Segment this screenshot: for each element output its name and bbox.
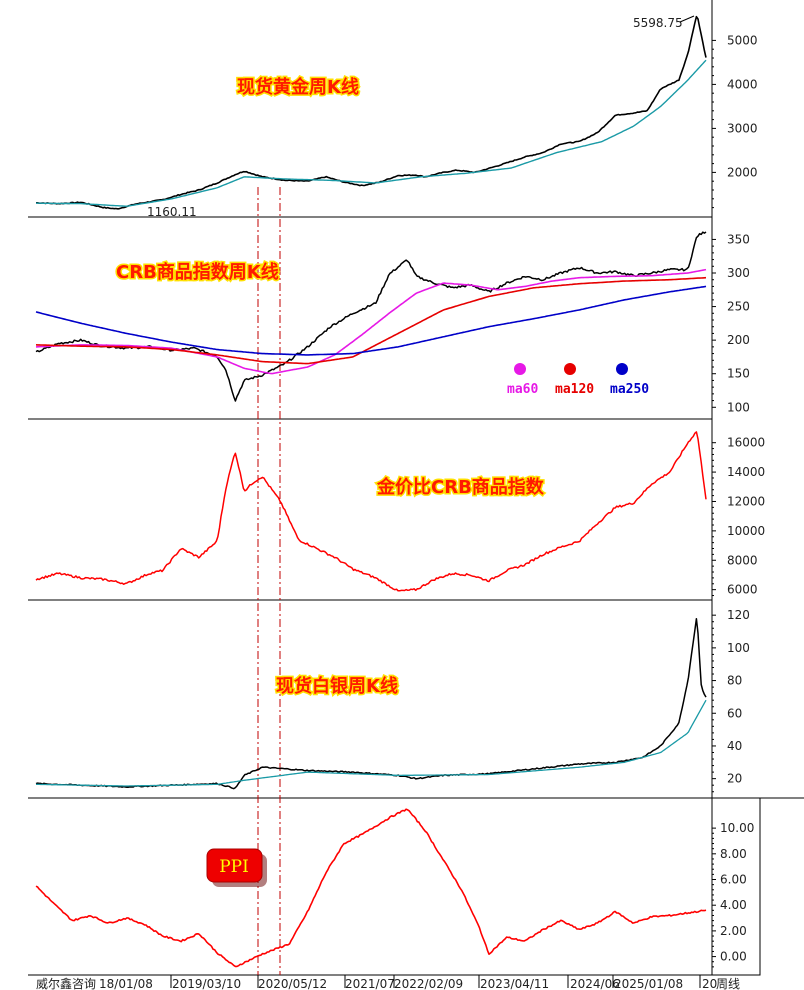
gold-max-pointer bbox=[679, 15, 695, 23]
x-tick-label: 18/01/08 bbox=[99, 977, 153, 990]
y-tick-label: 120 bbox=[727, 608, 750, 622]
y-tick-label: 350 bbox=[727, 232, 750, 246]
y-tick-label: 6.00 bbox=[720, 873, 747, 887]
crb-series-ma60 bbox=[35, 268, 707, 375]
silver-y-axis: 120 100 80 60 40 20 bbox=[712, 608, 750, 793]
gold-series-现货黄金 bbox=[36, 15, 707, 210]
silver-series-均线 bbox=[36, 699, 707, 787]
crb-series-ma250 bbox=[35, 285, 707, 356]
y-tick-label: 10000 bbox=[727, 524, 765, 538]
gold-panel: 现货黄金周K线 5598.75 1160.11 5000 4000 3000 2000 bbox=[147, 15, 758, 219]
ppi-title: PPI bbox=[219, 857, 249, 877]
y-tick-label: 150 bbox=[727, 367, 750, 381]
y-tick-label: 2.00 bbox=[720, 924, 747, 938]
y-tick-label: 4000 bbox=[727, 77, 758, 91]
crb-legend: ma60 ma120 ma250 bbox=[507, 363, 649, 397]
brand-label: 威尔鑫咨询 bbox=[36, 976, 96, 990]
ratio-y-axis: 16000 14000 12000 10000 8000 6000 bbox=[712, 436, 765, 597]
ratio-series-金价比CRB商品指数 bbox=[35, 431, 707, 592]
gold-series-均线 bbox=[36, 59, 707, 207]
ratio-title: 金价比CRB商品指数 bbox=[376, 476, 545, 498]
y-tick-label: 8.00 bbox=[720, 847, 747, 861]
gold-y-axis: 5000 4000 3000 2000 bbox=[712, 33, 758, 209]
silver-panel: 现货白银周K线 120 100 80 60 40 20 bbox=[275, 608, 750, 793]
x-tick-label: 2019/03/10 bbox=[172, 977, 241, 990]
silver-series-现货白银 bbox=[35, 617, 707, 790]
x-tick-label: 2024/06 bbox=[570, 977, 620, 990]
y-tick-label: 200 bbox=[727, 333, 750, 347]
ratio-panel: 金价比CRB商品指数 16000 14000 12000 10000 8000 6000 bbox=[375, 436, 766, 597]
crb-series-CRB bbox=[35, 231, 707, 402]
y-tick-label: 100 bbox=[727, 641, 750, 655]
y-tick-label: 10.00 bbox=[720, 821, 754, 835]
x-axis: 威尔鑫咨询 18/01/08 2019/03/10 2020/05/12 202… bbox=[36, 975, 740, 990]
y-tick-label: 40 bbox=[727, 739, 742, 753]
crb-title: CRB商品指数周K线 bbox=[116, 261, 279, 283]
gold-title: 现货黄金周K线 bbox=[237, 76, 359, 98]
x-tick-label: 2025/01/08 bbox=[614, 977, 683, 990]
y-tick-label: 80 bbox=[727, 674, 742, 688]
crb-panel: CRB商品指数周K线 350 300 250 200 150 100 ma60 ma120… bbox=[115, 232, 750, 414]
ppi-badge: PPI bbox=[206, 848, 267, 887]
y-tick-label: 6000 bbox=[727, 583, 758, 597]
x-tick-label: 2021/07 bbox=[345, 977, 395, 990]
y-tick-label: 100 bbox=[727, 400, 750, 414]
ma60-legend-dot bbox=[514, 363, 526, 375]
gold-min-label: 1160.11 bbox=[147, 205, 197, 219]
x-tick-label: 周线 bbox=[716, 977, 740, 990]
x-tick-label: 2023/04/11 bbox=[480, 977, 549, 990]
ma250-legend-label: ma250 bbox=[610, 382, 649, 397]
x-tick-label: 20 bbox=[702, 977, 717, 990]
crb-series-ma120 bbox=[35, 276, 707, 365]
x-tick-label: 2022/02/09 bbox=[394, 977, 463, 990]
crb-y-axis: 350 300 250 200 150 100 bbox=[712, 232, 750, 414]
y-tick-label: 3000 bbox=[727, 121, 758, 135]
ppi-axis-box bbox=[711, 797, 761, 976]
ma120-legend-dot bbox=[564, 363, 576, 375]
ppi-series-PPI bbox=[35, 808, 707, 968]
ppi-y-axis: 10.00 8.00 6.00 4.00 2.00 0.00 bbox=[712, 821, 754, 968]
y-tick-label: 2000 bbox=[727, 165, 758, 179]
gold-max-label: 5598.75 bbox=[633, 16, 683, 30]
ma250-legend-dot bbox=[616, 363, 628, 375]
series-lines bbox=[35, 15, 707, 968]
y-tick-label: 0.00 bbox=[720, 950, 747, 964]
y-tick-label: 250 bbox=[727, 300, 750, 314]
y-tick-label: 20 bbox=[727, 772, 742, 786]
y-tick-label: 5000 bbox=[727, 33, 758, 47]
x-tick-label: 2020/05/12 bbox=[258, 977, 327, 990]
y-tick-label: 300 bbox=[727, 266, 750, 280]
y-tick-label: 4.00 bbox=[720, 898, 747, 912]
y-tick-label: 14000 bbox=[727, 465, 765, 479]
ma120-legend-label: ma120 bbox=[555, 382, 594, 397]
ma60-legend-label: ma60 bbox=[507, 382, 538, 397]
ppi-panel: PPI 10.00 8.00 6.00 4.00 2.00 0.00 bbox=[206, 821, 754, 968]
y-tick-label: 12000 bbox=[727, 494, 765, 508]
y-tick-label: 8000 bbox=[727, 553, 758, 567]
y-tick-label: 16000 bbox=[727, 436, 765, 450]
y-tick-label: 60 bbox=[727, 706, 742, 720]
silver-title: 现货白银周K线 bbox=[276, 675, 398, 697]
